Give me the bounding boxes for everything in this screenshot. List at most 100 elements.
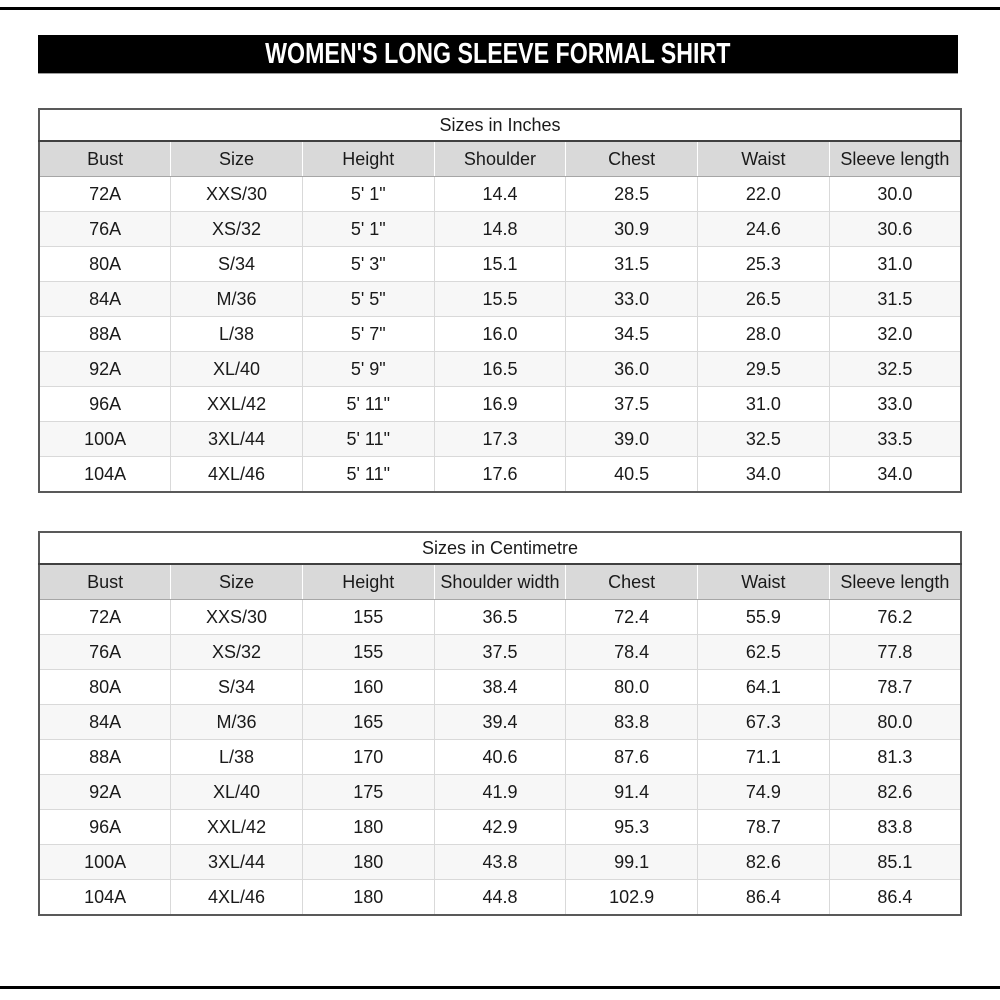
table-cell: 155 — [302, 634, 435, 670]
table-row: 72A XXS/30 5' 1" 14.4 28.5 22.0 30.0 — [39, 176, 961, 212]
table-cell: 91.4 — [565, 774, 699, 810]
table-cell: 15.5 — [434, 281, 567, 317]
table-row: 92A XL/40 175 41.9 91.4 74.9 82.6 — [39, 774, 961, 810]
header-cell: Shoulder width — [434, 564, 567, 600]
table-cell: 43.8 — [434, 844, 567, 880]
table-cell: 33.5 — [829, 421, 961, 457]
table-cell: 16.0 — [434, 316, 567, 352]
table-cell: 3XL/44 — [170, 421, 303, 457]
table-cell: 16.9 — [434, 386, 567, 422]
table-cell: 31.5 — [829, 281, 961, 317]
table-cell: 15.1 — [434, 246, 567, 282]
table-cell: 5' 7" — [302, 316, 435, 352]
table-cell: 170 — [302, 739, 435, 775]
table-cell: 25.3 — [697, 246, 830, 282]
table-cell: 78.4 — [565, 634, 699, 670]
table-cell: 41.9 — [434, 774, 567, 810]
table-row: 104A 4XL/46 5' 11" 17.6 40.5 34.0 34.0 — [39, 456, 961, 492]
table-cell: 26.5 — [697, 281, 830, 317]
table-cell: 104A — [39, 879, 172, 915]
table-cell: 102.9 — [565, 879, 699, 915]
table-cell: 37.5 — [565, 386, 699, 422]
table-cell: 22.0 — [697, 176, 830, 212]
table-cell: 72A — [39, 599, 172, 635]
table-cell: 36.5 — [434, 599, 567, 635]
table-body: 72A XXS/30 155 36.5 72.4 55.9 76.2 76A XS/32 155 3… — [39, 599, 961, 915]
header-cell: Height — [302, 564, 435, 600]
table-cell: XXS/30 — [170, 599, 303, 635]
table-cell: 92A — [39, 351, 172, 387]
table-cell: 33.0 — [829, 386, 961, 422]
bottom-frame-line — [0, 986, 1000, 989]
table-cell: 33.0 — [565, 281, 699, 317]
table-cell: 36.0 — [565, 351, 699, 387]
header-cell: Waist — [697, 141, 830, 177]
table-row: 84A M/36 5' 5" 15.5 33.0 26.5 31.5 — [39, 281, 961, 317]
table-cell: 37.5 — [434, 634, 567, 670]
table-cell: 17.3 — [434, 421, 567, 457]
table-cell: 67.3 — [697, 704, 830, 740]
table-cell: 42.9 — [434, 809, 567, 845]
table-row: 76A XS/32 5' 1" 14.8 30.9 24.6 30.6 — [39, 211, 961, 247]
table-cell: 78.7 — [697, 809, 830, 845]
table-cell: 88A — [39, 316, 172, 352]
table-row: 96A XXL/42 5' 11" 16.9 37.5 31.0 33.0 — [39, 386, 961, 422]
table-cell: 3XL/44 — [170, 844, 303, 880]
table-cell: 71.1 — [697, 739, 830, 775]
size-table-centimetre-container: Sizes in Centimetre Bust Size Height Should… — [38, 531, 962, 916]
table-cell: 30.0 — [829, 176, 961, 212]
table-cell: 34.5 — [565, 316, 699, 352]
table-cell: 85.1 — [829, 844, 961, 880]
header-cell: Chest — [565, 141, 699, 177]
table-cell: 5' 9" — [302, 351, 435, 387]
table-cell: 96A — [39, 809, 172, 845]
table-cell: 86.4 — [697, 879, 830, 915]
table-cell: 62.5 — [697, 634, 830, 670]
table-cell: 180 — [302, 844, 435, 880]
table-cell: 84A — [39, 281, 172, 317]
table-row: 80A S/34 160 38.4 80.0 64.1 78.7 — [39, 669, 961, 705]
table-cell: XXS/30 — [170, 176, 303, 212]
table-cell: 31.0 — [829, 246, 961, 282]
table-cell: 14.4 — [434, 176, 567, 212]
table-cell: 160 — [302, 669, 435, 705]
table-cell: 80.0 — [829, 704, 961, 740]
table-title: Sizes in Centimetre — [39, 532, 961, 565]
table-cell: 84A — [39, 704, 172, 740]
table-cell: 80A — [39, 246, 172, 282]
top-frame-line — [0, 7, 1000, 10]
table-cell: 29.5 — [697, 351, 830, 387]
table-cell: 5' 11" — [302, 421, 435, 457]
table-row: 76A XS/32 155 37.5 78.4 62.5 77.8 — [39, 634, 961, 670]
table-cell: S/34 — [170, 669, 303, 705]
table-title: Sizes in Inches — [39, 109, 961, 142]
header-cell: Sleeve length — [829, 141, 961, 177]
table-cell: 4XL/46 — [170, 879, 303, 915]
table-row: 88A L/38 5' 7" 16.0 34.5 28.0 32.0 — [39, 316, 961, 352]
table-cell: 38.4 — [434, 669, 567, 705]
table-title-row: Sizes in Inches — [39, 109, 961, 142]
header-cell: Waist — [697, 564, 830, 600]
table-cell: 175 — [302, 774, 435, 810]
table-cell: 81.3 — [829, 739, 961, 775]
table-cell: 72A — [39, 176, 172, 212]
table-cell: 40.6 — [434, 739, 567, 775]
table-cell: 83.8 — [829, 809, 961, 845]
table-cell: 32.0 — [829, 316, 961, 352]
table-cell: 95.3 — [565, 809, 699, 845]
table-cell: 24.6 — [697, 211, 830, 247]
table-cell: 99.1 — [565, 844, 699, 880]
table-cell: 55.9 — [697, 599, 830, 635]
table-cell: 16.5 — [434, 351, 567, 387]
header-cell: Chest — [565, 564, 699, 600]
table-cell: 74.9 — [697, 774, 830, 810]
table-cell: 77.8 — [829, 634, 961, 670]
page-title: WOMEN'S LONG SLEEVE FORMAL SHIRT — [265, 37, 731, 70]
size-table-inches-container: Sizes in Inches Bust Size Height Shoulder Ch… — [38, 108, 962, 493]
table-row: 100A 3XL/44 5' 11" 17.3 39.0 32.5 33.5 — [39, 421, 961, 457]
table-cell: 80A — [39, 669, 172, 705]
table-cell: 39.0 — [565, 421, 699, 457]
table-cell: 34.0 — [697, 456, 830, 492]
table-cell: 165 — [302, 704, 435, 740]
table-row: 72A XXS/30 155 36.5 72.4 55.9 76.2 — [39, 599, 961, 635]
